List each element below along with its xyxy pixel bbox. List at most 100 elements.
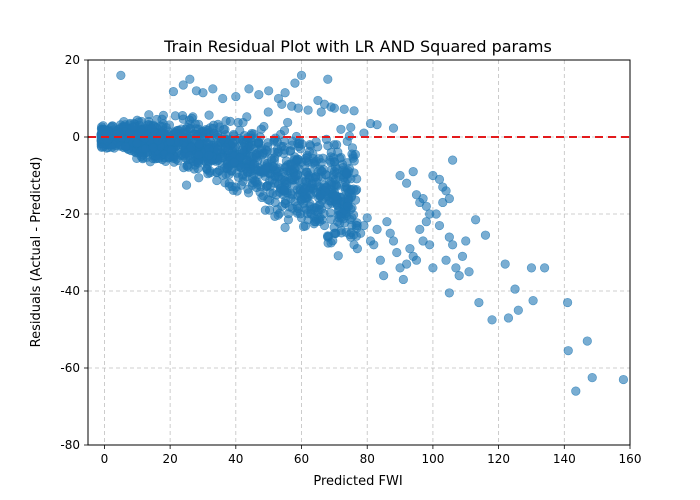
- residual-point: [342, 201, 353, 211]
- residual-point: [285, 146, 295, 156]
- residual-point: [261, 182, 272, 192]
- x-tick-label: 80: [360, 452, 375, 466]
- residual-point: [348, 184, 359, 194]
- residual-point: [229, 157, 239, 168]
- residual-point: [178, 80, 188, 90]
- y-tick-label: 0: [72, 130, 80, 144]
- residual-point: [464, 267, 474, 277]
- x-tick-label: 120: [487, 452, 510, 466]
- residual-point: [562, 297, 573, 308]
- residual-point: [503, 313, 514, 323]
- residual-point: [276, 174, 286, 184]
- residual-point: [618, 374, 629, 385]
- residual-point: [212, 130, 223, 140]
- residual-point: [415, 224, 425, 234]
- x-tick-label: 100: [421, 452, 444, 466]
- residual-point: [402, 259, 412, 269]
- residual-point: [457, 251, 468, 261]
- residual-point: [480, 230, 491, 240]
- residual-point: [356, 228, 366, 238]
- residual-point: [405, 244, 415, 254]
- residual-point: [352, 174, 362, 184]
- x-axis-label: Predicted FWI: [313, 474, 402, 489]
- scatter-points: [96, 70, 629, 396]
- residual-point: [212, 175, 222, 186]
- residual-point: [305, 199, 315, 209]
- residual-point: [474, 297, 484, 308]
- residual-point: [388, 236, 399, 246]
- residual-point: [448, 155, 458, 165]
- residual-point: [434, 174, 445, 184]
- residual-point: [198, 88, 208, 98]
- residual-point: [132, 138, 142, 148]
- residual-point: [510, 284, 520, 294]
- x-tick-label: 160: [619, 452, 642, 466]
- residual-point: [237, 145, 247, 155]
- residual-point: [347, 149, 357, 159]
- residual-point: [307, 179, 317, 189]
- residual-point: [418, 194, 428, 204]
- residual-point: [218, 93, 228, 104]
- residual-point: [331, 191, 341, 201]
- residual-point: [140, 144, 150, 154]
- residual-point: [340, 177, 350, 187]
- residual-point: [513, 305, 523, 315]
- residual-point: [308, 153, 318, 164]
- residual-point: [261, 145, 271, 155]
- residual-point: [471, 215, 481, 225]
- residual-point: [296, 70, 307, 80]
- residual-point: [448, 240, 458, 250]
- y-axis-ticks: -80 -60 -40 -20 0 20: [60, 53, 88, 452]
- residual-point: [311, 187, 321, 198]
- residual-point: [283, 215, 293, 225]
- residual-point: [528, 296, 538, 306]
- residual-point: [339, 104, 349, 114]
- residual-point: [487, 315, 497, 325]
- plot-area-frame: [87, 59, 631, 446]
- residual-point: [333, 251, 343, 261]
- residual-point: [428, 263, 438, 273]
- residual-point: [441, 186, 451, 196]
- residual-point: [359, 220, 369, 231]
- residual-point: [219, 124, 229, 135]
- residual-point: [185, 119, 195, 129]
- residual-point: [563, 346, 573, 356]
- residual-point: [279, 136, 289, 146]
- residual-point: [392, 247, 402, 258]
- residual-point: [342, 158, 352, 168]
- residual-point: [194, 150, 204, 160]
- residual-point: [174, 137, 184, 147]
- y-tick-label: -20: [60, 207, 80, 221]
- residual-point: [434, 220, 445, 231]
- residual-point: [310, 217, 320, 227]
- residual-point: [201, 125, 211, 135]
- residual-point: [242, 112, 252, 122]
- residual-point: [204, 110, 214, 120]
- residual-point: [296, 195, 306, 206]
- residual-point: [300, 170, 311, 180]
- residual-point: [185, 74, 195, 84]
- residual-point: [116, 70, 126, 80]
- residual-point: [526, 263, 537, 273]
- x-tick-label: 60: [294, 452, 309, 466]
- residual-point: [369, 240, 379, 250]
- residual-point: [273, 210, 283, 220]
- residual-point: [441, 255, 451, 265]
- residual-point: [292, 154, 303, 164]
- residual-point: [208, 84, 218, 94]
- residual-point: [277, 201, 287, 211]
- residual-point: [194, 139, 204, 149]
- residual-point: [254, 137, 264, 148]
- residual-point: [425, 209, 435, 219]
- residual-point: [421, 217, 431, 227]
- residual-point: [119, 117, 129, 127]
- y-tick-label: 20: [65, 53, 80, 67]
- residual-point: [259, 121, 269, 132]
- residual-point: [300, 184, 310, 194]
- residual-point: [402, 178, 412, 188]
- residual-point: [454, 271, 464, 281]
- residual-point: [313, 207, 323, 217]
- residual-point: [539, 263, 550, 273]
- residual-point: [184, 151, 194, 161]
